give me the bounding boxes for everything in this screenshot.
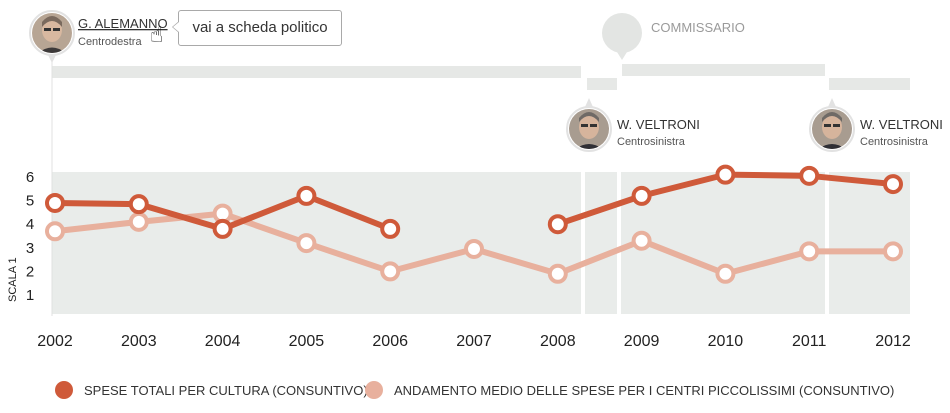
mandate-bar-veltroni-1[interactable] [587, 78, 617, 90]
series-centri-piccolissimi [45, 203, 903, 284]
politician-party-veltroni-2: Centrosinistra [860, 136, 929, 148]
data-point[interactable] [128, 211, 149, 232]
data-series [45, 164, 903, 284]
legend-swatch-small [365, 381, 383, 399]
x-axis-ticks: 2002 2003 2004 2005 2006 2007 2008 2009 2010 2011… [37, 333, 911, 350]
data-point[interactable] [296, 233, 317, 254]
mandate-bar-alemanno[interactable] [52, 66, 581, 78]
data-point[interactable] [883, 241, 903, 262]
politician-alemanno[interactable] [29, 10, 75, 63]
y-tick-label: 3 [26, 240, 34, 257]
x-tick-label: 2007 [456, 333, 492, 350]
x-tick-label: 2006 [372, 333, 408, 350]
y-axis-label: SCALA 1 [7, 257, 19, 302]
politician-name-veltroni-2[interactable]: W. VELTRONI [860, 117, 943, 132]
data-point[interactable] [631, 230, 652, 251]
legend-label-total: SPESE TOTALI PER CULTURA (CONSUNTIVO) [84, 383, 368, 398]
x-tick-label: 2008 [540, 333, 576, 350]
data-point[interactable] [128, 194, 149, 215]
data-point[interactable] [380, 261, 401, 282]
commissario-placeholder-icon [602, 13, 642, 53]
y-axis-ticks: 1 2 3 4 5 6 [26, 169, 34, 304]
politician-veltroni-1[interactable] [566, 98, 612, 152]
legend-label-small: ANDAMENTO MEDIO DELLE SPESE PER I CENTRI… [394, 383, 894, 398]
y-tick-label: 4 [26, 216, 34, 233]
data-point[interactable] [631, 185, 652, 206]
politician-tooltip[interactable]: vai a scheda politico [172, 10, 342, 46]
data-point[interactable] [296, 185, 317, 206]
politician-name-alemanno[interactable]: G. ALEMANNO [78, 16, 168, 31]
y-tick-label: 5 [26, 193, 34, 210]
pointer-hand-icon: ☝ [150, 22, 164, 47]
data-point[interactable] [799, 241, 820, 262]
data-point[interactable] [547, 214, 568, 235]
politician-veltroni-2[interactable] [809, 98, 855, 152]
politician-party-veltroni-1: Centrosinistra [617, 136, 686, 148]
x-tick-label: 2004 [205, 333, 241, 350]
data-point[interactable] [547, 263, 568, 284]
politician-commissario-marker[interactable] [602, 13, 642, 60]
data-point[interactable] [45, 221, 65, 242]
mandate-dividers [581, 62, 829, 316]
data-point[interactable] [715, 164, 736, 185]
data-point[interactable] [464, 238, 484, 259]
data-point[interactable] [45, 192, 65, 213]
data-point[interactable] [715, 263, 736, 284]
politician-portrait-icon [812, 109, 852, 149]
series-spese-totali [45, 164, 903, 239]
x-tick-label: 2005 [289, 333, 325, 350]
mandate-bar-veltroni-2[interactable] [829, 78, 910, 90]
legend: SPESE TOTALI PER CULTURA (CONSUNTIVO) AN… [55, 381, 894, 399]
politician-name-veltroni-1[interactable]: W. VELTRONI [617, 117, 700, 132]
data-point[interactable] [799, 165, 820, 186]
x-tick-label: 2011 [792, 333, 827, 350]
mandate-bar-commissario[interactable] [622, 64, 825, 76]
x-tick-label: 2009 [624, 333, 660, 350]
politician-party-alemanno: Centrodestra [78, 36, 142, 48]
x-tick-label: 2010 [708, 333, 744, 350]
commissario-label: COMMISSARIO [651, 20, 745, 35]
mandate-bars [52, 64, 910, 90]
politician-portrait-icon [569, 109, 609, 149]
y-tick-label: 6 [26, 169, 34, 186]
legend-swatch-total [55, 381, 73, 399]
y-tick-label: 1 [26, 287, 34, 304]
data-point[interactable] [212, 218, 233, 239]
politician-portrait-icon [32, 13, 72, 53]
y-tick-label: 2 [26, 263, 34, 280]
x-tick-label: 2003 [121, 333, 157, 350]
x-tick-label: 2002 [37, 333, 73, 350]
x-tick-label: 2012 [875, 333, 911, 350]
data-point[interactable] [883, 174, 903, 195]
data-point[interactable] [380, 218, 401, 239]
